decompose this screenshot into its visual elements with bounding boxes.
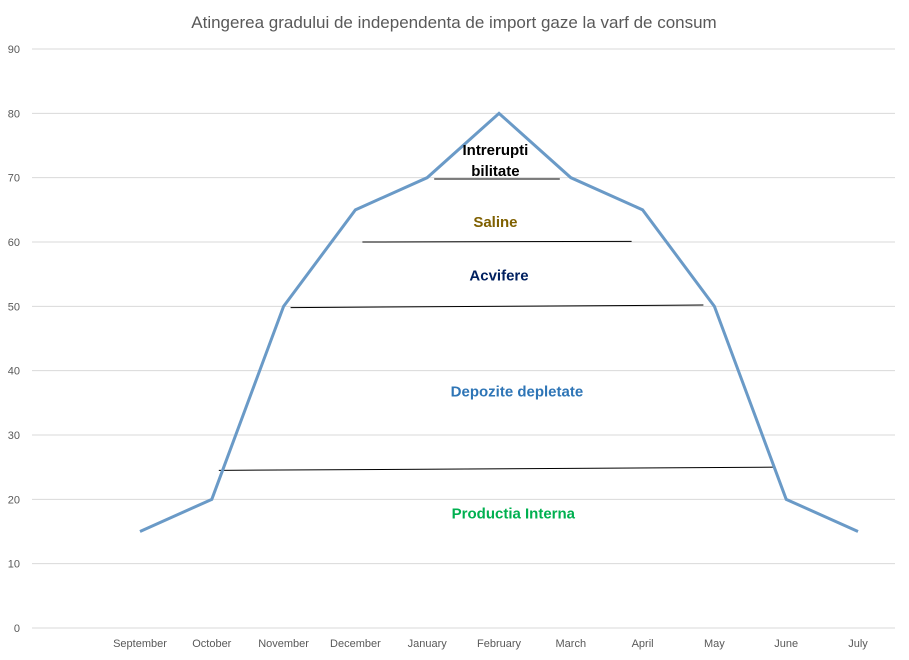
zone-label: Depozite depletate bbox=[451, 383, 584, 400]
y-tick-label: 10 bbox=[8, 559, 20, 571]
series-layer bbox=[139, 111, 859, 533]
x-tick-label: February bbox=[477, 638, 522, 650]
x-tick-label: March bbox=[556, 638, 587, 650]
x-tick-label: May bbox=[704, 638, 725, 650]
x-tick-label: November bbox=[258, 638, 309, 650]
x-tick-label: January bbox=[408, 638, 448, 650]
x-axis-tick-labels: September October November December January F… bbox=[113, 638, 868, 650]
zone-label: Intrerupti bilitate bbox=[462, 142, 528, 180]
y-tick-label: 0 bbox=[14, 623, 20, 635]
y-tick-label: 90 bbox=[8, 44, 20, 56]
zone-boundaries bbox=[218, 178, 776, 471]
y-tick-label: 70 bbox=[8, 173, 20, 185]
chart-title: Atingerea gradului de independenta de im… bbox=[191, 13, 716, 32]
y-tick-label: 20 bbox=[8, 494, 20, 506]
y-tick-label: 80 bbox=[8, 108, 20, 120]
y-tick-label: 50 bbox=[8, 301, 20, 313]
y-tick-label: 30 bbox=[8, 430, 20, 442]
x-tick-label: September bbox=[113, 638, 167, 650]
x-tick-label: April bbox=[632, 638, 654, 650]
zone-label: Productia Interna bbox=[452, 506, 576, 523]
x-tick-label: December bbox=[330, 638, 381, 650]
gridlines bbox=[32, 48, 895, 629]
zone-label: Saline bbox=[473, 214, 517, 231]
series-line bbox=[139, 111, 859, 533]
y-tick-label: 40 bbox=[8, 366, 20, 378]
x-tick-label: July bbox=[848, 638, 868, 650]
x-tick-label: October bbox=[192, 638, 231, 650]
zone-boundary-line bbox=[218, 466, 776, 471]
y-axis-tick-labels: 0 10 20 30 40 50 60 70 80 90 bbox=[8, 44, 20, 635]
zone-boundary-line bbox=[290, 304, 704, 309]
zone-boundary-line bbox=[362, 240, 632, 243]
zone-label: Acvifere bbox=[469, 268, 528, 285]
zone-labels: Productia Interna Depozite depletate Acvif… bbox=[451, 142, 584, 522]
y-tick-label: 60 bbox=[8, 237, 20, 249]
x-tick-label: June bbox=[774, 638, 798, 650]
